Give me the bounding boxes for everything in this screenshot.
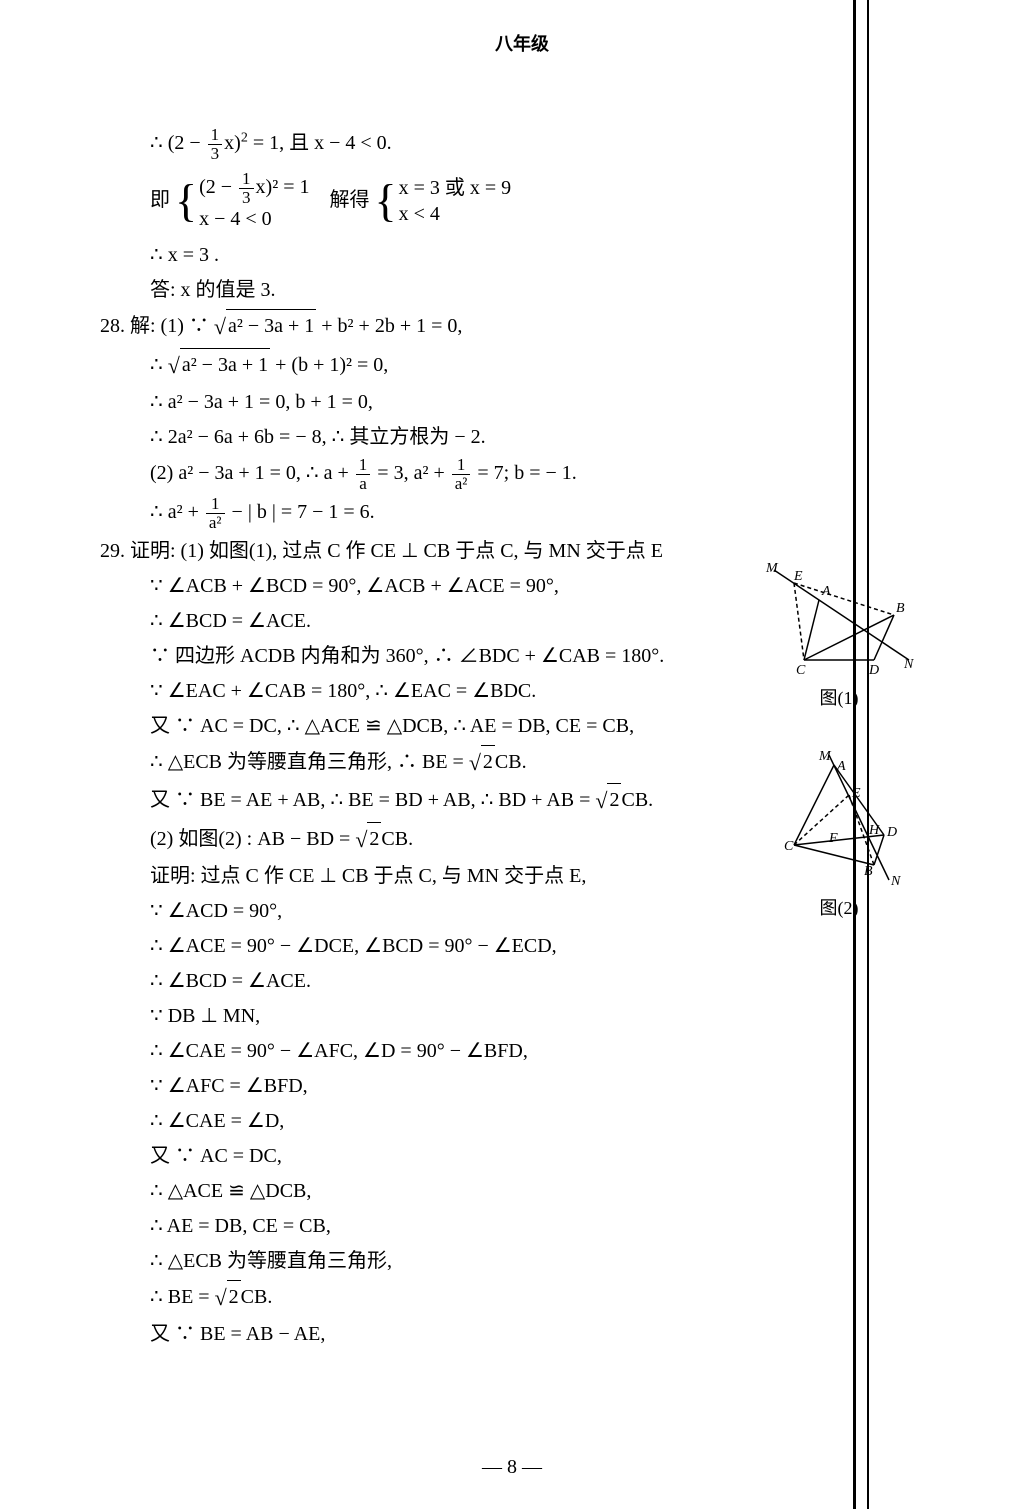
math-line: ∴ ∠BCD = ∠ACE. <box>100 965 944 997</box>
math-line: ∴ 2a² − 6a + 6b = − 8, ∴ 其立方根为 − 2. <box>100 421 944 453</box>
brace-system: { x = 3 或 x = 9 x < 4 <box>374 175 511 227</box>
math-line: 又 ∵ AC = DC, <box>100 1140 944 1172</box>
svg-text:B: B <box>864 864 873 879</box>
math-line: ∴ (2 − 13x)2 = 1, 且 x − 4 < 0. <box>100 126 944 163</box>
svg-text:C: C <box>796 663 806 678</box>
math-line: ∴ ∠CAE = 90° − ∠AFC, ∠D = 90° − ∠BFD, <box>100 1035 944 1067</box>
text: + b² + 2b + 1 = 0, <box>316 315 462 337</box>
text: 解得 <box>329 189 369 211</box>
math-line: (2) a² − 3a + 1 = 0, ∴ a + 1a = 3, a² + … <box>100 456 944 493</box>
page-header: 八年级 <box>100 30 944 56</box>
math-line: ∴ a² + 1a² − | b | = 7 − 1 = 6. <box>100 495 944 532</box>
svg-text:D: D <box>868 663 879 678</box>
figure-area: M E A B C D N 图(1) <box>754 560 924 950</box>
text: x) <box>224 132 241 154</box>
text: 即 <box>150 189 170 211</box>
math-line: 即 { (2 − 13x)² = 1 x − 4 < 0 解得 { x = 3 … <box>100 166 944 237</box>
figure-2-label: 图(2) <box>754 894 924 920</box>
svg-text:B: B <box>896 601 905 616</box>
fraction: 13 <box>208 126 223 163</box>
figure-1-label: 图(1) <box>754 684 924 710</box>
svg-text:N: N <box>890 874 901 889</box>
svg-text:E: E <box>851 786 861 801</box>
svg-text:A: A <box>836 759 846 774</box>
math-line: ∴ △ECB 为等腰直角三角形, <box>100 1245 944 1277</box>
figure-2: M A E F H D C B N 图(2) <box>754 750 924 920</box>
page-footer: — 8 — <box>0 1456 1024 1479</box>
svg-text:N: N <box>903 657 914 672</box>
svg-text:F: F <box>828 831 838 846</box>
math-line: ∴ a² − 3a + 1 = 0, b + 1 = 0, <box>100 386 944 418</box>
math-line: ∵ ∠AFC = ∠BFD, <box>100 1070 944 1102</box>
svg-text:M: M <box>765 561 779 576</box>
svg-text:H: H <box>868 823 880 838</box>
text: 28. 解: (1) ∵ <box>100 315 214 337</box>
svg-text:D: D <box>886 825 897 840</box>
math-line: ∴ x = 3 . <box>100 239 944 271</box>
page: 八年级 ∴ (2 − 13x)2 = 1, 且 x − 4 < 0. 即 { (… <box>0 0 1024 1509</box>
math-line: ∵ DB ⊥ MN, <box>100 1000 944 1032</box>
math-line: ∴ BE = √2CB. <box>100 1280 944 1315</box>
text: ∴ (2 − <box>150 132 206 154</box>
svg-text:C: C <box>784 839 794 854</box>
svg-text:M: M <box>818 750 832 764</box>
math-line: 又 ∵ BE = AB − AE, <box>100 1318 944 1350</box>
sqrt: a² − 3a + 1 <box>226 309 316 342</box>
math-line: 答: x 的值是 3. <box>100 274 944 306</box>
svg-text:E: E <box>793 569 803 584</box>
figure-1-svg: M E A B C D N <box>764 560 914 680</box>
math-line: ∴ △ACE ≌ △DCB, <box>100 1175 944 1207</box>
figure-2-svg: M A E F H D C B N <box>769 750 909 890</box>
figure-1: M E A B C D N 图(1) <box>754 560 924 710</box>
text: = 1, 且 x − 4 < 0. <box>248 132 392 154</box>
math-line: ∴ √a² − 3a + 1 + (b + 1)² = 0, <box>100 348 944 383</box>
brace-system: { (2 − 13x)² = 1 x − 4 < 0 <box>175 170 309 233</box>
math-line: 28. 解: (1) ∵ √a² − 3a + 1 + b² + 2b + 1 … <box>100 309 944 344</box>
math-line: ∴ AE = DB, CE = CB, <box>100 1210 944 1242</box>
svg-text:A: A <box>821 584 831 599</box>
math-line: ∴ ∠CAE = ∠D, <box>100 1105 944 1137</box>
